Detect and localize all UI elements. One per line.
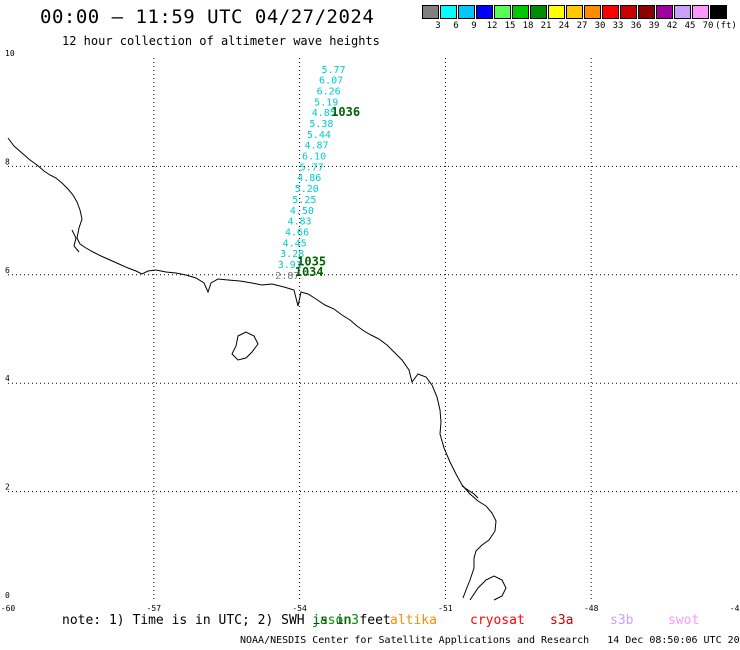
legend-label: 15 <box>504 21 516 31</box>
legend-label: 36 <box>630 21 642 31</box>
time-label: 1036 <box>331 105 360 119</box>
x-tick-label: -54 <box>292 604 307 613</box>
wave-height-label: 6.10 <box>302 152 326 163</box>
wave-height-label: 4.50 <box>290 206 314 217</box>
wave-height-label: 5.77 <box>300 162 324 173</box>
footer-credit: NOAA/NESDIS Center for Satellite Applica… <box>240 635 590 646</box>
wave-height-label: 6.26 <box>317 87 341 98</box>
y-tick-label: 8 <box>5 157 10 166</box>
legend-label: 18 <box>522 21 534 31</box>
legend-label: 27 <box>576 21 588 31</box>
wave-height-label: 5.38 <box>309 119 333 130</box>
legend-unit: (ft) <box>715 21 737 31</box>
x-tick-label: -60 <box>1 604 16 613</box>
legend-swatch <box>692 5 709 19</box>
wave-height-label: 5.77 <box>321 65 345 76</box>
note-text: note: 1) Time is in UTC; 2) SWH is in fe… <box>62 613 391 628</box>
coastline-main <box>7 137 497 599</box>
footer: NOAA/NESDIS Center for Satellite Applica… <box>240 635 740 646</box>
wave-height-label: 3.28 <box>280 249 304 260</box>
y-tick-label: 4 <box>5 374 10 383</box>
satellite-name: swot <box>668 613 700 628</box>
satellite-name: s3a <box>550 613 574 628</box>
legend-label: 70 <box>702 21 714 31</box>
coastline-delta <box>469 575 507 601</box>
legend-swatch <box>566 5 583 19</box>
time-label: 1034 <box>295 265 324 279</box>
legend-swatch <box>458 5 475 19</box>
legend-swatch <box>530 5 547 19</box>
y-tick-label: 2 <box>5 483 10 492</box>
legend-swatch <box>548 5 565 19</box>
legend-swatch <box>512 5 529 19</box>
x-tick-label: -57 <box>147 604 162 613</box>
legend-label: 6 <box>453 21 459 31</box>
satellite-name: s3b <box>610 613 634 628</box>
legend-label: 3 <box>435 21 441 31</box>
wave-height-label: 3.91 <box>278 260 302 271</box>
legend-label: 21 <box>540 21 552 31</box>
wave-height-label: 5.25 <box>292 195 316 206</box>
legend-swatch <box>440 5 457 19</box>
legend-swatch <box>422 5 439 19</box>
legend-swatch <box>620 5 637 19</box>
altimeter-track: 5.776.076.265.194.855.385.444.876.105.77… <box>275 65 345 282</box>
wave-height-label: 4.86 <box>297 173 321 184</box>
wave-height-label: 5.19 <box>314 97 338 108</box>
wave-height-label: 4.87 <box>304 141 328 152</box>
legend-swatch <box>638 5 655 19</box>
wave-height-label: 4.85 <box>312 108 336 119</box>
y-tick-label: 0 <box>5 591 10 600</box>
legend-swatch <box>602 5 619 19</box>
y-tick-label: 6 <box>5 266 10 275</box>
legend-swatch <box>584 5 601 19</box>
time-label: 1035 <box>297 254 326 268</box>
wave-height-label: 4.66 <box>285 227 309 238</box>
satellite-name: jason3 <box>312 613 359 628</box>
wave-height-label: 5.44 <box>307 130 331 141</box>
legend-label: 30 <box>594 21 606 31</box>
legend-swatch <box>476 5 493 19</box>
legend-swatch <box>494 5 511 19</box>
legend-label: 33 <box>612 21 624 31</box>
legend-label: 42 <box>666 21 678 31</box>
coastline <box>7 137 507 601</box>
legend-label: 39 <box>648 21 660 31</box>
x-tick-label: -51 <box>438 604 453 613</box>
y-tick-label: 10 <box>5 49 15 58</box>
wave-height-label: 4.83 <box>287 217 311 228</box>
legend-label: 45 <box>684 21 696 31</box>
satellite-name: cryosat <box>470 613 525 628</box>
legend-swatch <box>656 5 673 19</box>
wave-height-label: 2.87 <box>275 271 299 282</box>
legend-label: 12 <box>486 21 498 31</box>
coastline-gulf <box>461 485 479 499</box>
map-title: 00:00 — 11:59 UTC 04/27/2024 <box>40 6 375 28</box>
wave-height-label: 4.45 <box>283 238 307 249</box>
island-inland <box>231 331 259 361</box>
map-subtitle: 12 hour collection of altimeter wave hei… <box>62 34 380 48</box>
legend-swatch <box>674 5 691 19</box>
coastline-river <box>71 229 80 253</box>
wave-height-label: 6.07 <box>319 76 343 87</box>
legend-label: 24 <box>558 21 570 31</box>
x-tick-label: -48 <box>584 604 599 613</box>
wave-height-label: 5.20 <box>295 184 319 195</box>
footer-timestamp: 14 Dec 08:50:06 UTC 2024 <box>607 635 740 646</box>
legend-label: 9 <box>471 21 477 31</box>
map-grid: -60 -57 -54 -51 -48 -45 0 2 4 6 8 10 <box>1 49 740 613</box>
satellite-name: altika <box>390 613 437 628</box>
legend-swatch <box>710 5 727 19</box>
x-tick-label: -45 <box>730 604 740 613</box>
